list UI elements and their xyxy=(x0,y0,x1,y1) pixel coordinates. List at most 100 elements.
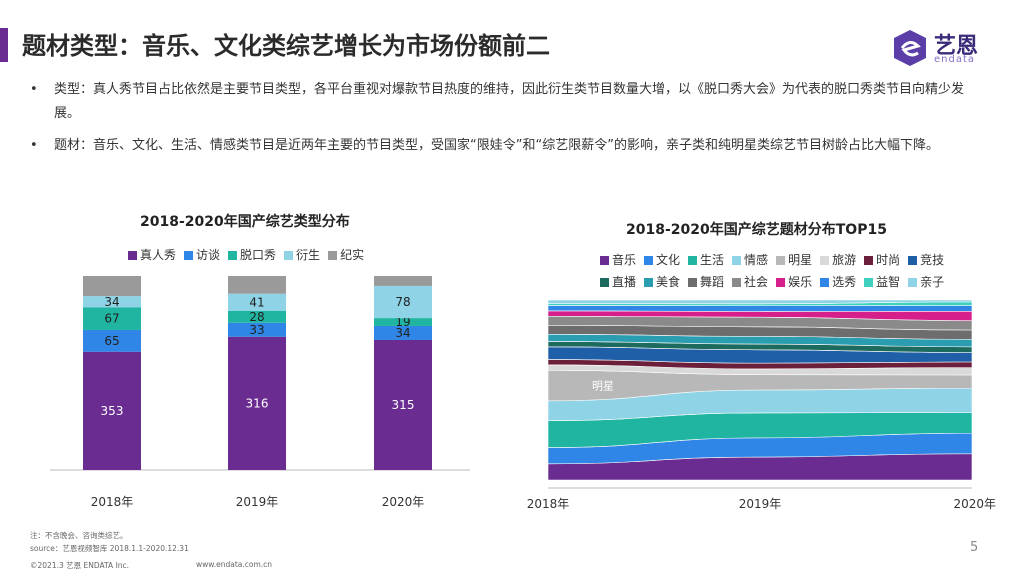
area-legend-swatch xyxy=(688,256,698,265)
footer-source: source：艺恩视频智库 2018.1.1-2020.12.31 xyxy=(30,544,189,553)
area-legend-swatch xyxy=(600,278,609,287)
page-number: 5 xyxy=(970,540,979,555)
area-legend-label: 生活 xyxy=(700,253,725,267)
area-legend-swatch xyxy=(732,256,742,265)
area-legend-item: 文化 xyxy=(644,249,680,271)
bar-chart-title: 2018-2020年国产综艺类型分布 xyxy=(140,214,350,230)
area-legend-label: 舞蹈 xyxy=(700,275,725,289)
bar-category-label: 2020年 xyxy=(382,495,425,509)
bar-legend-label: 衍生 xyxy=(296,248,321,262)
bar-chart-legend: 真人秀 访谈 脱口秀 衍生 纪实 xyxy=(128,246,372,263)
bar-segment-series-4 xyxy=(228,276,286,294)
area-legend-swatch xyxy=(688,278,698,287)
bar-legend-item: 访谈 xyxy=(184,246,220,263)
area-legend-label: 社会 xyxy=(744,275,769,289)
logo-subtext: endata xyxy=(934,54,976,65)
bar-segment-series-1 xyxy=(228,322,286,337)
bar-data-label: 34 xyxy=(395,326,410,340)
bar-legend-label: 访谈 xyxy=(196,248,221,262)
bar-data-label: 41 xyxy=(249,295,264,309)
bar-chart: 3536567342018年3163328412019年315341978202… xyxy=(50,276,470,509)
bullet-list: • 类型：真人秀节目占比依然是主要节目类型，各平台重视对爆款节目热度的维持，因此… xyxy=(30,78,980,166)
bar-legend-item: 衍生 xyxy=(284,246,320,263)
area-legend-swatch xyxy=(776,278,786,287)
area-chart-legend: 音乐 文化 生活 情感 明星 旅游 时尚 竞技直播 美食 舞蹈 社会 娱乐 选秀 益智 亲子 xyxy=(600,249,960,293)
bar-segment-series-2 xyxy=(228,311,286,323)
area-legend-swatch xyxy=(864,256,874,265)
bullet-text: 题材：音乐、文化、生活、情感类节目是近两年主要的节目类型，受国家“限娃令”和“综… xyxy=(54,138,939,153)
bar-segment-series-0 xyxy=(374,339,432,470)
area-band-series-15 xyxy=(547,299,973,305)
area-legend-item: 生活 xyxy=(688,249,724,271)
bar-legend-label: 脱口秀 xyxy=(240,248,277,262)
area-annotation-label: 明星 xyxy=(592,380,614,393)
bar-legend-swatch xyxy=(328,251,338,260)
bar-data-label: 33 xyxy=(249,323,264,337)
area-legend-item: 社会 xyxy=(732,271,768,293)
bar-segment-series-0 xyxy=(83,351,141,470)
bar-legend-item: 脱口秀 xyxy=(228,246,276,263)
area-legend-swatch xyxy=(908,256,918,265)
area-legend-swatch xyxy=(600,256,609,265)
bar-legend-swatch xyxy=(128,251,137,260)
bar-data-label: 316 xyxy=(246,396,269,410)
bar-data-label: 78 xyxy=(395,295,410,309)
area-legend-label: 明星 xyxy=(788,253,813,267)
bar-data-label: 34 xyxy=(104,295,119,309)
bar-legend-swatch xyxy=(184,251,194,260)
area-legend-label: 时尚 xyxy=(876,253,901,267)
bullet-text: 类型：真人秀节目占比依然是主要节目类型，各平台重视对爆款节目热度的维持，因此衍生… xyxy=(54,82,965,121)
bar-segment-series-2 xyxy=(374,318,432,326)
area-legend-item: 舞蹈 xyxy=(688,271,724,293)
area-legend-item: 直播 xyxy=(600,271,636,293)
area-legend-label: 选秀 xyxy=(832,275,857,289)
bar-segment-series-0 xyxy=(228,336,286,470)
area-legend-swatch xyxy=(732,278,742,287)
page-title: 题材类型：音乐、文化类综艺增长为市场份额前二 xyxy=(22,32,550,60)
bar-segment-series-4 xyxy=(374,276,432,286)
bar-legend-label: 纪实 xyxy=(340,248,365,262)
bar-segment-series-3 xyxy=(83,296,141,308)
bar-legend-label: 真人秀 xyxy=(140,248,177,262)
area-x-tick-label: 2019年 xyxy=(739,497,782,511)
bar-data-label: 19 xyxy=(395,315,410,329)
endata-logo: 艺恩 endata xyxy=(888,26,998,70)
area-legend-item: 美食 xyxy=(644,271,680,293)
area-legend-item: 明星 xyxy=(776,249,812,271)
bar-data-label: 353 xyxy=(101,404,124,418)
bar-segment-series-1 xyxy=(83,329,141,352)
area-chart-title: 2018-2020年国产综艺题材分布TOP15 xyxy=(626,222,887,238)
bar-category-label: 2019年 xyxy=(236,495,279,509)
area-x-tick-label: 2020年 xyxy=(953,497,996,511)
endata-logo-icon xyxy=(894,30,926,66)
area-legend-label: 竞技 xyxy=(920,253,945,267)
area-legend-label: 文化 xyxy=(656,253,681,267)
bar-data-label: 28 xyxy=(249,310,264,324)
footer-note: 注：不含晚会、咨询类综艺。 xyxy=(30,531,128,540)
area-legend-swatch xyxy=(644,256,654,265)
area-legend-swatch xyxy=(644,278,654,287)
bullet-item-theme: • 题材：音乐、文化、生活、情感类节目是近两年主要的节目类型，受国家“限娃令”和… xyxy=(30,134,980,158)
area-legend-label: 益智 xyxy=(876,275,901,289)
bar-legend-item: 真人秀 xyxy=(128,246,176,263)
bar-segment-series-1 xyxy=(374,325,432,340)
area-legend-swatch xyxy=(776,256,786,265)
bar-data-label: 315 xyxy=(392,398,415,412)
bullet-item-type: • 类型：真人秀节目占比依然是主要节目类型，各平台重视对爆款节目热度的维持，因此… xyxy=(30,78,980,126)
area-legend-item: 选秀 xyxy=(820,271,856,293)
area-legend-item: 旅游 xyxy=(820,249,856,271)
area-legend-item: 益智 xyxy=(864,271,900,293)
bar-legend-swatch xyxy=(228,251,238,260)
area-band-series-13 xyxy=(547,305,973,312)
area-legend-swatch xyxy=(908,278,918,287)
area-legend-item: 竞技 xyxy=(908,249,944,271)
bar-category-label: 2018年 xyxy=(91,495,134,509)
bar-segment-series-2 xyxy=(83,307,141,330)
bar-data-label: 67 xyxy=(104,312,119,326)
bar-segment-series-4 xyxy=(83,276,141,297)
area-legend-label: 美食 xyxy=(656,275,681,289)
bar-data-label: 65 xyxy=(104,334,119,348)
area-legend-label: 直播 xyxy=(612,275,637,289)
area-legend-swatch xyxy=(820,278,830,287)
area-legend-label: 亲子 xyxy=(920,275,945,289)
